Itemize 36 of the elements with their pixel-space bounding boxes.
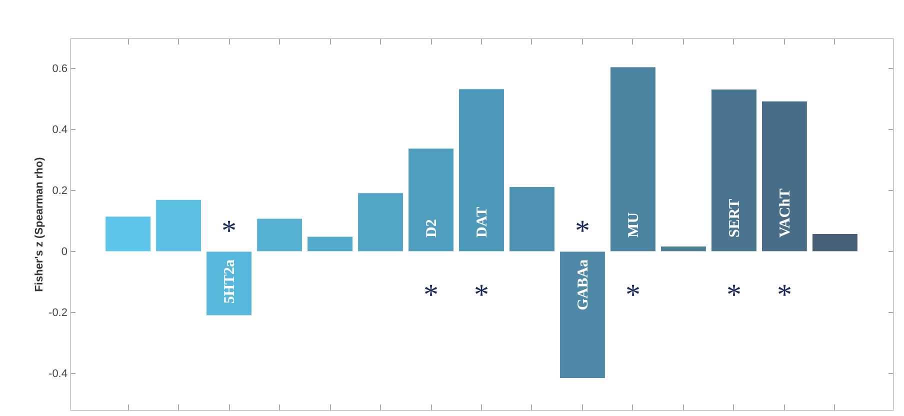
y-tick-label: 0	[61, 246, 68, 258]
x-tick-label: GABAa	[575, 258, 592, 310]
bar	[358, 192, 404, 252]
data-label: *	[222, 214, 237, 248]
bar	[206, 251, 252, 316]
bar	[307, 236, 353, 252]
bar	[560, 251, 606, 379]
bar	[812, 234, 858, 252]
data-label: *	[726, 278, 742, 312]
y-tick-label: 0.6	[52, 62, 68, 75]
bar	[458, 88, 504, 252]
bar	[660, 246, 706, 252]
y-tick-label: -0.2	[48, 306, 68, 319]
data-label: *	[625, 278, 640, 312]
bar	[105, 216, 152, 252]
bar	[256, 218, 303, 252]
x-tick-label: DAT	[474, 206, 490, 238]
x-tick-label: SERT	[726, 198, 743, 238]
y-axis-title: Fisher's z (Spearman rho)	[34, 156, 46, 292]
bar	[156, 199, 202, 252]
bar	[408, 148, 454, 252]
x-tick-label: VAChT	[777, 188, 794, 238]
data-label: *	[474, 278, 489, 312]
x-tick-label: 5HT2a	[222, 258, 238, 304]
data-label: *	[776, 278, 792, 312]
bar	[509, 186, 555, 252]
data-label: *	[424, 278, 439, 312]
y-tick-label: 0.2	[52, 184, 68, 197]
x-tick-label: D2	[424, 219, 440, 238]
x-tick-label: MU	[626, 212, 642, 238]
bar	[610, 66, 656, 252]
data-label: *	[574, 214, 590, 248]
y-tick-label: -0.4	[48, 368, 68, 380]
y-tick-label: 0.4	[52, 124, 68, 136]
bar	[761, 100, 808, 252]
bar	[710, 88, 757, 252]
